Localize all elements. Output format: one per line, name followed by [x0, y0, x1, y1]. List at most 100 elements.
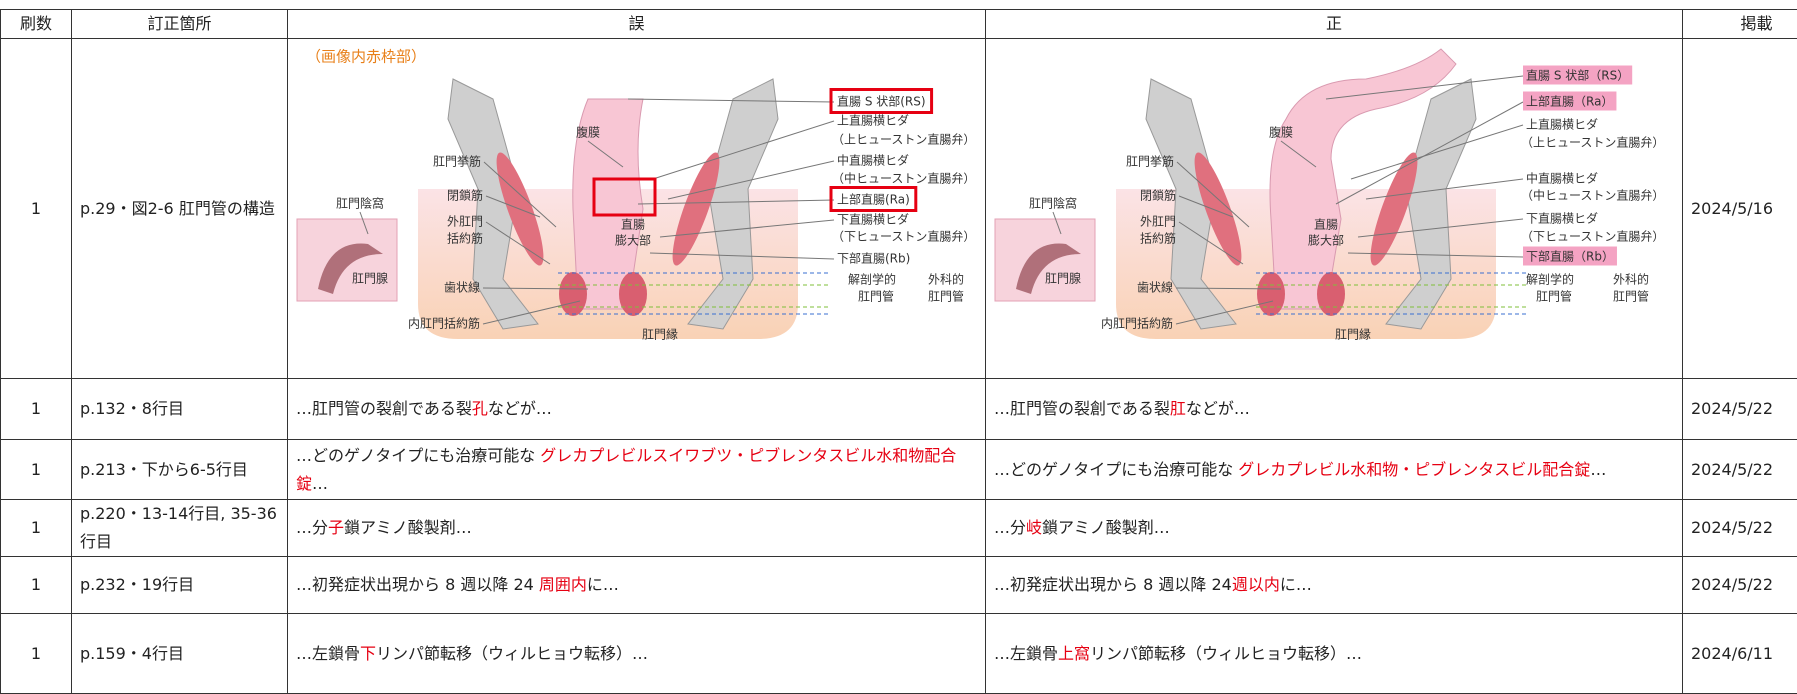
date-cell: 2024/5/22 [1683, 500, 1797, 557]
header-cell: 刷数 [1, 10, 72, 39]
wrong-figure-cell: （画像内赤枠部）腹膜肛門挙筋閉鎖筋肛門陰窩外肛門括約筋直腸膨大部歯状線内肛門括約… [288, 39, 986, 379]
text: … [312, 474, 328, 493]
corrected-text: 下 [360, 644, 376, 663]
corrected-text: 周囲内 [539, 575, 587, 594]
figure-label: 外肛門 [1140, 215, 1176, 229]
print-cell: 1 [1, 440, 72, 500]
sphincter [1257, 272, 1285, 316]
text: などが… [1186, 399, 1250, 418]
print-cell: 1 [1, 557, 72, 614]
location-cell: p.220・13-14行目, 35-36行目 [72, 500, 288, 557]
date-cell: 2024/5/16 [1683, 39, 1797, 379]
figure-label: 中直腸横ヒダ [837, 153, 909, 168]
header-cell: 正 [986, 10, 1683, 39]
corrected-text: 岐 [1026, 518, 1042, 537]
sphincter [1317, 272, 1345, 316]
figure-label: 腹膜 [576, 126, 600, 140]
text: …初発症状出現から 8 週以降 24 [994, 575, 1232, 594]
figure-label: 歯状線 [444, 280, 480, 295]
figure-label: 内肛門括約筋 [1101, 316, 1173, 331]
correct-figure-cell: 腹膜肛門挙筋閉鎖筋肛門陰窩外肛門括約筋直腸膨大部歯状線内肛門括約筋肛門腺肛門縁直… [986, 39, 1683, 379]
figure-label: （上ヒューストン直腸弁） [832, 132, 975, 147]
print-cell: 1 [1, 500, 72, 557]
text: …肛門管の裂創である裂 [296, 399, 472, 418]
header-row: 刷数訂正箇所誤正掲載 [1, 10, 1797, 39]
figure-label: 閉鎖筋 [1140, 188, 1176, 203]
figure-label: 肛門縁 [642, 327, 678, 342]
sphincter [619, 272, 647, 316]
print-cell: 1 [1, 379, 72, 440]
wrong-cell: …初発症状出現から 8 週以降 24 周囲内に… [288, 557, 986, 614]
correct-cell: …初発症状出現から 8 週以降 24週以内に… [986, 557, 1683, 614]
corrected-text: 孔 [472, 399, 488, 418]
text: …左鎖骨 [994, 644, 1058, 663]
corrected-text: 上窩 [1058, 644, 1090, 663]
figure-label: 外科的 [1613, 272, 1649, 287]
corrected-text: 子 [328, 518, 344, 537]
figure-label: （上ヒューストン直腸弁） [1521, 135, 1664, 150]
location-cell: p.132・8行目 [72, 379, 288, 440]
figure-label: 歯状線 [1137, 280, 1173, 295]
text: …分 [994, 518, 1026, 537]
figure-label: （下ヒューストン直腸弁） [1521, 229, 1664, 244]
anatomy-figure: （画像内赤枠部）腹膜肛門挙筋閉鎖筋肛門陰窩外肛門括約筋直腸膨大部歯状線内肛門括約… [288, 39, 985, 369]
figure-label: 上直腸横ヒダ [1526, 117, 1598, 132]
header-cell: 訂正箇所 [72, 10, 288, 39]
date-cell: 2024/5/22 [1683, 440, 1797, 500]
date-cell: 2024/6/11 [1683, 614, 1797, 694]
text: …どのゲノタイプにも治療可能な [296, 446, 540, 465]
figure-label: 直腸 S 状部（RS） [1526, 68, 1629, 83]
figure-label: 下部直腸（Rb） [1526, 249, 1614, 264]
header-cell: 掲載 [1683, 10, 1797, 39]
figure-label: 肛門縁 [1335, 327, 1371, 342]
text: に… [587, 575, 619, 594]
wrong-cell: …肛門管の裂創である裂孔などが… [288, 379, 986, 440]
text: …左鎖骨 [296, 644, 360, 663]
figure-label: 肛門陰窩 [1029, 196, 1077, 211]
figure-label: 解剖学的 [1526, 272, 1574, 287]
figure-label: 肛門挙筋 [433, 154, 481, 169]
wrong-cell: …分子鎖アミノ酸製剤… [288, 500, 986, 557]
text: に… [1280, 575, 1312, 594]
figure-label: 上部直腸(Ra) [837, 192, 910, 207]
figure-label: 外肛門 [447, 215, 483, 229]
figure-label: 肛門管 [858, 289, 894, 304]
print-cell: 1 [1, 39, 72, 379]
text: …どのゲノタイプにも治療可能な [994, 460, 1238, 479]
location-cell: p.29・図2-6 肛門管の構造 [72, 39, 288, 379]
location-cell: p.232・19行目 [72, 557, 288, 614]
figure-label: 下直腸横ヒダ [1526, 211, 1598, 226]
figure-label: 括約筋 [447, 231, 483, 246]
wrong-cell: …左鎖骨下リンパ節転移（ウィルヒョウ転移）… [288, 614, 986, 694]
text: リンパ節転移（ウィルヒョウ転移）… [1090, 644, 1362, 663]
anatomy-figure: 腹膜肛門挙筋閉鎖筋肛門陰窩外肛門括約筋直腸膨大部歯状線内肛門括約筋肛門腺肛門縁直… [986, 39, 1683, 369]
figure-label: 肛門腺 [352, 272, 388, 286]
figure-label: 直腸 [621, 218, 645, 232]
figure-label: 肛門管 [1536, 289, 1572, 304]
header-cell: 誤 [288, 10, 986, 39]
figure-label: （中ヒューストン直腸弁） [832, 171, 975, 186]
location-cell: p.213・下から6-5行目 [72, 440, 288, 500]
text: などが… [488, 399, 552, 418]
figure-label: 肛門陰窩 [336, 196, 384, 211]
text: リンパ節転移（ウィルヒョウ転移）… [376, 644, 648, 663]
correct-cell: …左鎖骨上窩リンパ節転移（ウィルヒョウ転移）… [986, 614, 1683, 694]
text: …分 [296, 518, 328, 537]
correct-cell: …どのゲノタイプにも治療可能な グレカプレビル水和物・ピブレンタスビル配合錠… [986, 440, 1683, 500]
figure-label: 肛門管 [1613, 289, 1649, 304]
text: …肛門管の裂創である裂 [994, 399, 1170, 418]
location-cell: p.159・4行目 [72, 614, 288, 694]
figure-note: （画像内赤枠部） [306, 48, 426, 66]
figure-label: （下ヒューストン直腸弁） [832, 229, 975, 244]
figure-label: 肛門管 [928, 289, 964, 304]
figure-label: 中直腸横ヒダ [1526, 171, 1598, 186]
correct-cell: …肛門管の裂創である裂肛などが… [986, 379, 1683, 440]
figure-label: 解剖学的 [848, 272, 896, 287]
figure-label: 膨大部 [615, 233, 651, 248]
